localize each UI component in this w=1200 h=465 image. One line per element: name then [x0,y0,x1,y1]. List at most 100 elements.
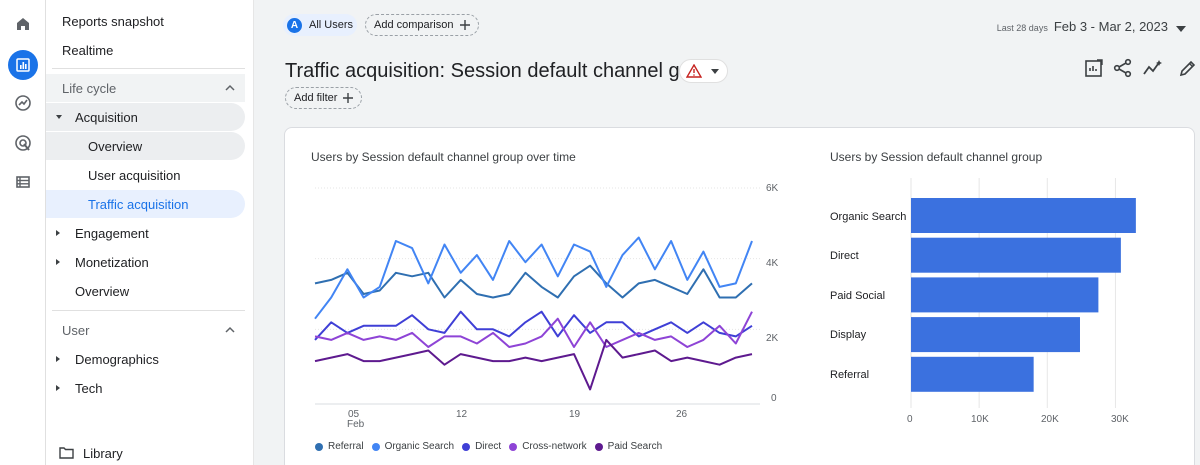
nav-section-lifecycle[interactable]: Life cycle [46,74,245,102]
configure-icon[interactable] [8,167,38,197]
bar-chart-title: Users by Session default channel group [830,150,1043,164]
page-title: Traffic acquisition: Session default cha… [285,60,720,82]
bar-organic-search [911,198,1136,233]
customize-report-icon[interactable] [1084,58,1104,78]
y-tick-label: 6K [766,183,779,194]
series-line-cross-network [314,311,753,348]
nav-label: Traffic acquisition [88,196,189,212]
bar-category-label: Organic Search [830,211,907,223]
legend-item-direct[interactable]: Direct [462,441,501,452]
chevron-up-icon [225,326,235,333]
bar-x-tick-label: 20K [1041,414,1059,425]
caret-right-icon [56,356,60,362]
legend-dot [509,442,518,451]
edit-pencil-icon[interactable] [1178,58,1198,78]
bar-category-label: Referral [830,369,870,381]
x-tick-sublabel: Feb [347,419,365,430]
legend-item-organic-search[interactable]: Organic Search [371,441,454,452]
bar-referral [911,356,1034,392]
plus-icon [343,93,354,103]
nav-label: Demographics [75,351,159,367]
bar-x-tick-label: 30K [1111,414,1129,425]
data-quality-menu[interactable] [679,59,728,83]
folder-icon [59,447,74,459]
nav-divider [52,68,245,69]
bar-display [911,317,1080,353]
line-chart-title: Users by Session default channel group o… [311,150,576,164]
nav-acquisition-overview[interactable]: Overview [46,132,245,160]
nav-label: Library [83,445,123,461]
legend-dot [371,442,380,451]
add-filter-button[interactable]: Add filter [285,87,363,109]
nav-traffic-acquisition[interactable]: Traffic acquisition [46,190,245,218]
nav-label: User acquisition [88,167,181,183]
dropdown-arrow-icon [711,69,719,74]
series-line-referral [314,264,753,299]
legend-label: Referral [328,441,364,452]
nav-section-user[interactable]: User [46,316,245,344]
series-line-paid-search [314,338,753,391]
legend-label: Paid Search [607,441,663,452]
legend-dot [315,442,323,451]
nav-label: Acquisition [75,109,138,125]
section-label: User [62,322,90,338]
dropdown-arrow-icon [1176,26,1186,32]
bar-category-label: Display [830,329,867,341]
home-icon[interactable] [8,9,38,39]
nav-label: Overview [75,283,130,299]
reports-icon[interactable] [8,50,38,80]
share-icon[interactable] [1113,58,1133,78]
segment-label: All Users [309,19,354,31]
nav-engagement[interactable]: Engagement [46,219,245,247]
advertising-icon[interactable] [8,128,38,158]
add-comparison-button[interactable]: Add comparison [365,14,479,36]
nav-label: Reports snapshot [62,13,164,29]
nav-acquisition[interactable]: Acquisition [46,103,245,131]
bar-x-tick-label: 10K [971,414,989,425]
nav-demographics[interactable]: Demographics [46,345,245,373]
section-label: Life cycle [62,80,117,96]
y-tick-label: 0 [771,393,777,404]
x-tick-label: 19 [569,409,581,420]
date-range-picker[interactable]: Last 28 days Feb 3 - Mar 2, 2023 [997,19,1186,34]
nav-label: Overview [88,138,143,154]
bar-direct [911,237,1121,273]
nav-label: Monetization [75,254,149,270]
series-line-organic-search [314,236,753,320]
nav-lifecycle-overview[interactable]: Overview [46,277,245,305]
all-users-chip[interactable]: A All Users [283,14,357,36]
nav-reports-snapshot[interactable]: Reports snapshot [46,7,245,35]
caret-right-icon [56,259,60,265]
nav-monetization[interactable]: Monetization [46,248,245,276]
legend-label: Direct [475,441,502,452]
caret-right-icon [56,230,60,236]
date-range-hint: Last 28 days [996,23,1048,33]
nav-tech[interactable]: Tech [46,374,245,402]
legend-item-referral[interactable]: Referral [315,441,364,452]
legend-item-cross-network[interactable]: Cross-network [509,441,587,452]
caret-right-icon [56,385,60,391]
x-tick-label: 05 [348,409,360,420]
plus-icon [459,20,470,30]
date-range-value: Feb 3 - Mar 2, 2023 [1053,19,1168,34]
nav-label: Realtime [62,42,114,58]
bar-x-tick-label: 0 [907,414,913,425]
nav-library[interactable]: Library [46,439,245,465]
explore-icon[interactable] [8,88,38,118]
chevron-up-icon [225,84,235,91]
series-line-direct [314,310,753,341]
legend-label: Cross-network [522,441,587,452]
insights-icon[interactable] [1143,58,1163,78]
bar-category-label: Paid Social [830,290,886,302]
add-comparison-label: Add comparison [374,19,454,31]
add-filter-label: Add filter [294,92,338,104]
nav-user-acquisition[interactable]: User acquisition [46,161,245,189]
nav-label: Engagement [75,225,149,241]
x-tick-label: 26 [676,409,688,420]
y-tick-label: 4K [766,258,779,269]
segment-avatar: A [287,17,302,33]
nav-realtime[interactable]: Realtime [46,36,245,64]
legend-item-paid-search[interactable]: Paid Search [594,441,663,452]
y-tick-label: 2K [766,333,779,344]
